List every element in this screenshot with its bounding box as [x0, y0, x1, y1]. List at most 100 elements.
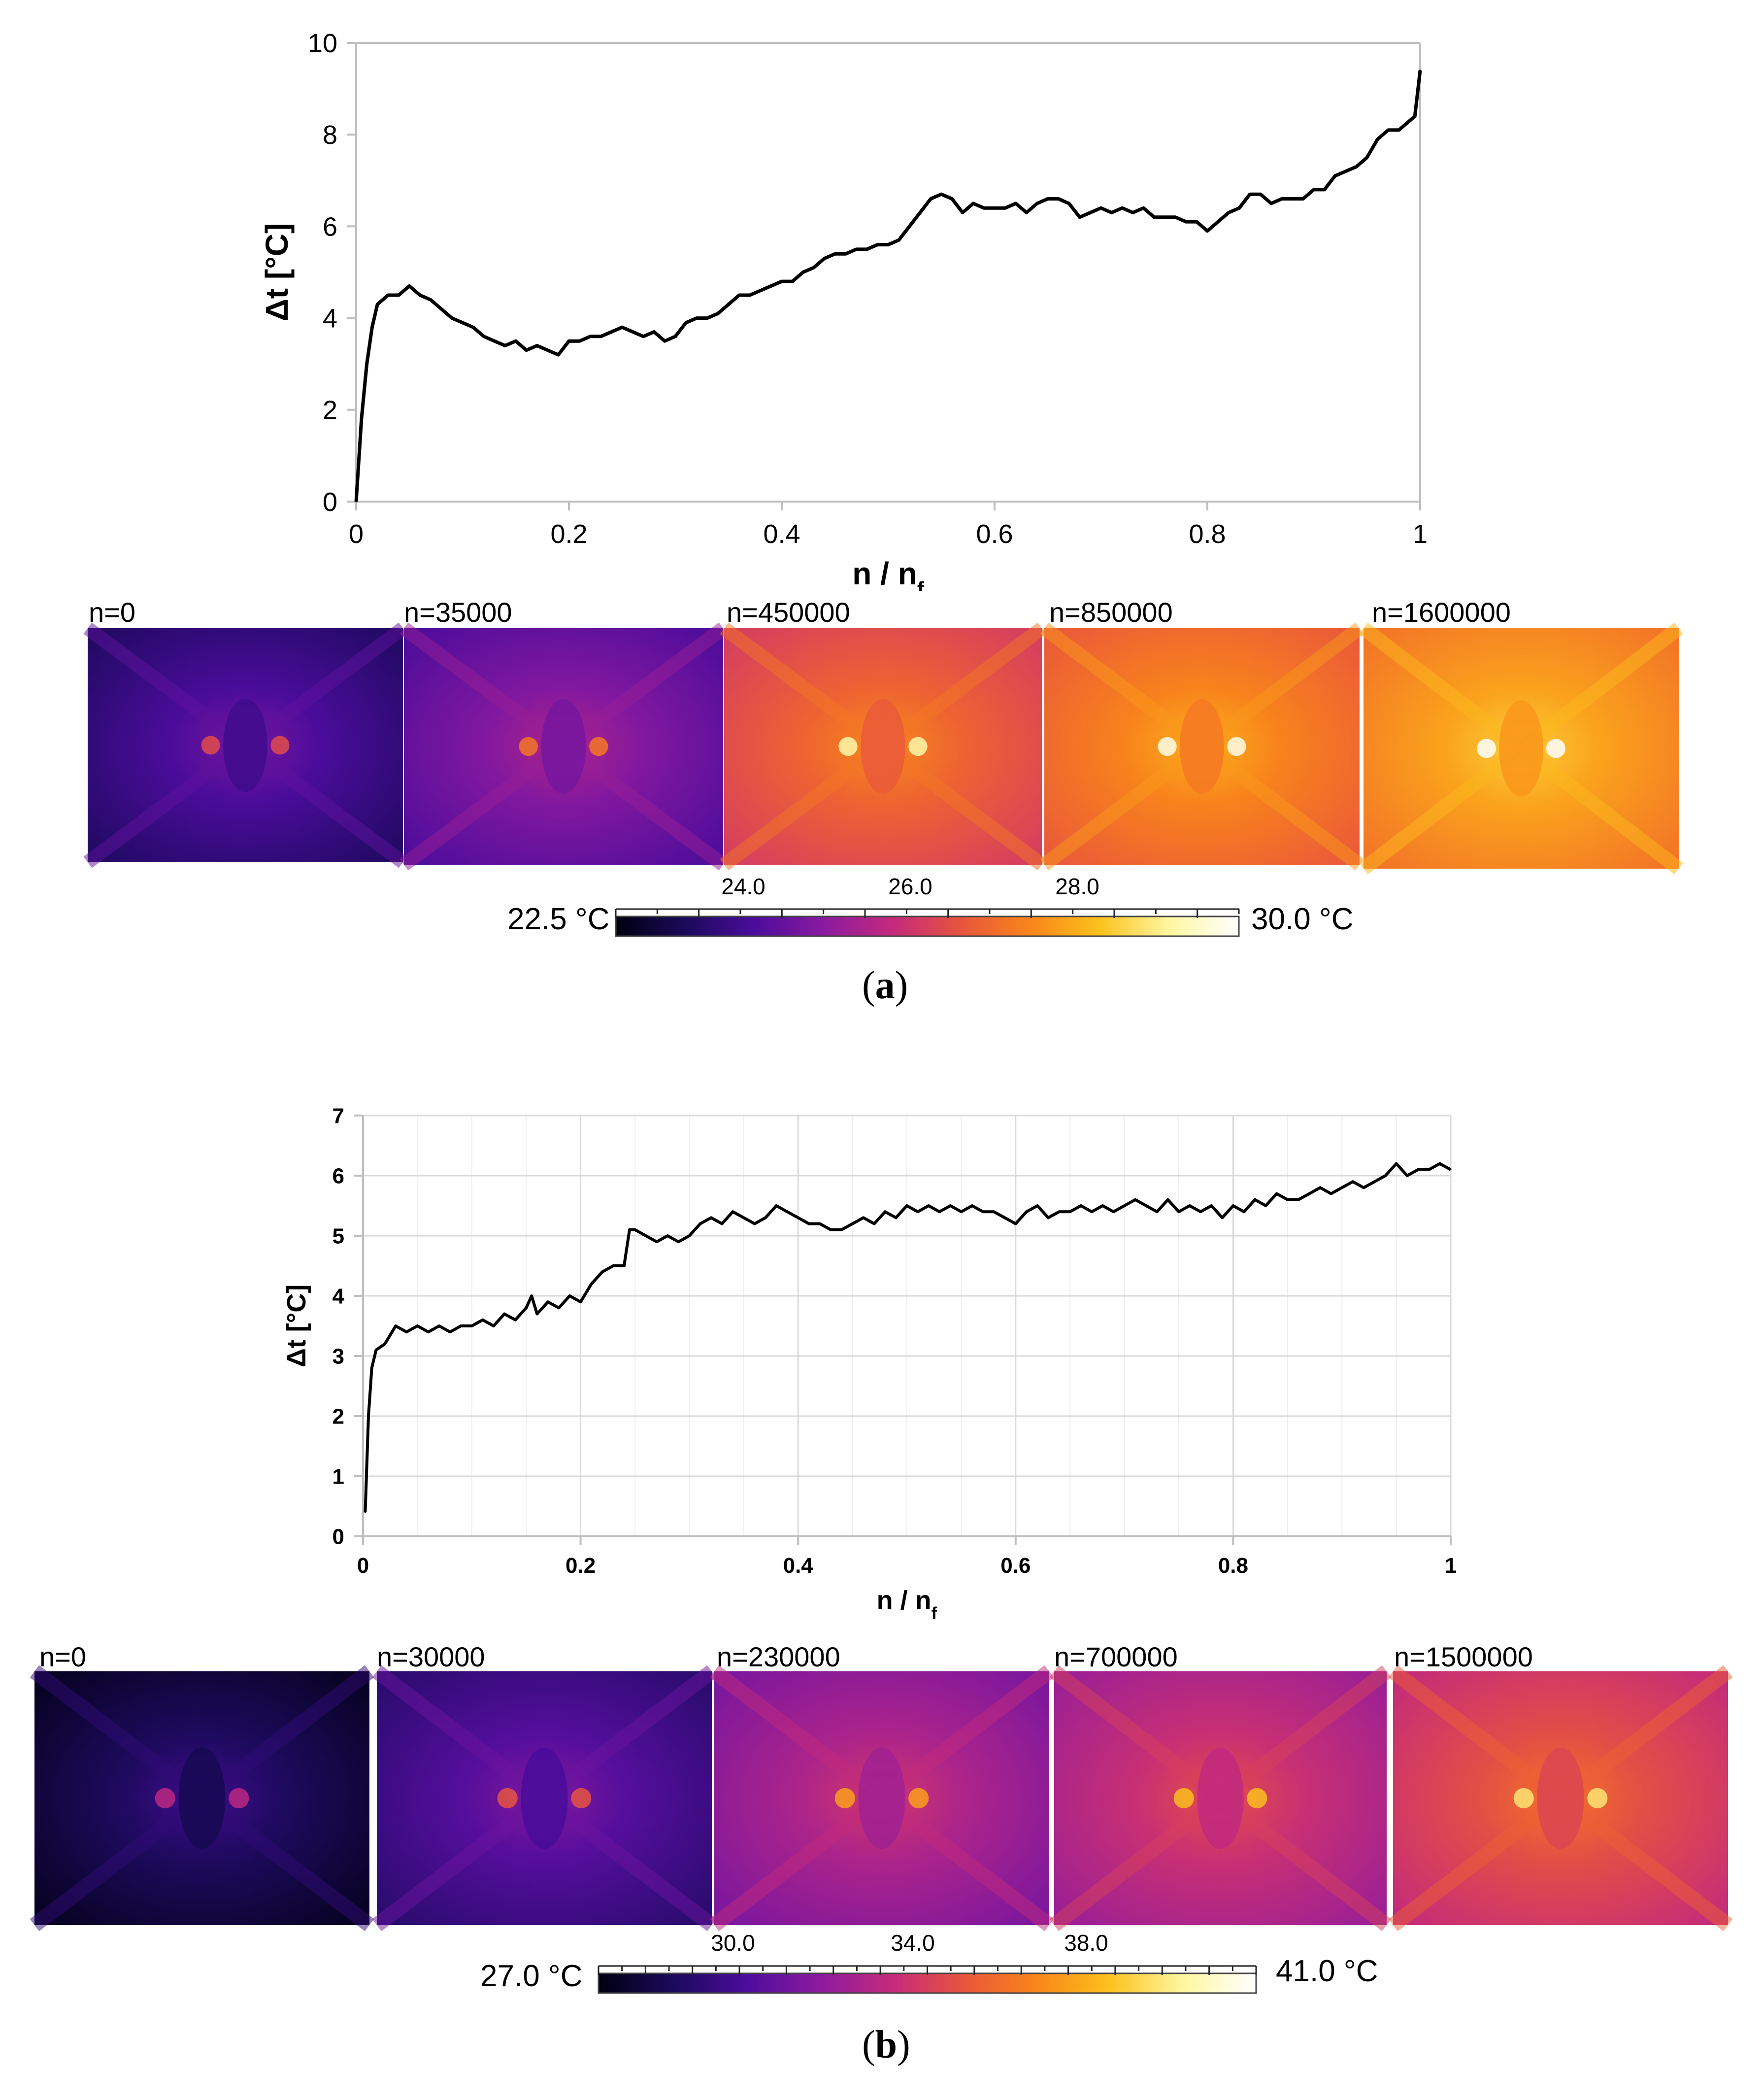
thermal-frame — [1364, 628, 1679, 869]
x-axis-label: n / nf — [877, 1586, 937, 1623]
series-line-b — [364, 1162, 1452, 1513]
data-point — [710, 1217, 712, 1219]
hot-spot — [838, 737, 858, 756]
data-point — [1142, 207, 1144, 209]
colorbar-a-tick-2: 26.0 — [888, 874, 932, 899]
data-point — [696, 317, 698, 319]
frame-label-a4: n=850000 — [1049, 597, 1173, 628]
data-point — [930, 198, 931, 200]
colorbar-b-tick-2: 34.0 — [891, 1930, 935, 1956]
data-point — [525, 1307, 527, 1309]
specimen-hole — [223, 698, 267, 792]
data-point — [834, 253, 836, 255]
specimen-hole — [1180, 699, 1224, 794]
data-point — [1199, 1211, 1201, 1213]
data-point — [721, 1223, 723, 1225]
y-tick-label: 2 — [333, 1404, 344, 1428]
data-point — [1015, 1223, 1017, 1225]
data-point — [749, 294, 751, 296]
data-point — [1185, 221, 1187, 223]
data-point — [1196, 221, 1198, 223]
data-point — [1238, 207, 1240, 209]
data-point — [1026, 212, 1028, 213]
plot-a: 0 2 4 6 8 10 0 0.2 0.4 0.6 0.8 1 n / nf Δt [°C] — [259, 29, 1428, 591]
heat-band — [1049, 1665, 1392, 1931]
heat-band — [1388, 1665, 1733, 1931]
data-point — [808, 1223, 810, 1225]
y-tick-label: 4 — [323, 304, 337, 334]
data-point — [376, 304, 378, 305]
heat-band — [30, 1665, 374, 1931]
data-point — [1363, 1186, 1364, 1188]
hot-spot — [1546, 739, 1565, 758]
data-point — [634, 1229, 636, 1231]
data-point — [982, 1211, 984, 1213]
thermal-frame — [377, 1671, 712, 1925]
x-tick-label: 0 — [349, 519, 364, 549]
thermal-frame — [1054, 1671, 1387, 1925]
data-point — [1387, 129, 1389, 131]
data-point — [536, 1313, 538, 1315]
data-point — [591, 1283, 593, 1285]
x-tick-label: 0.6 — [1000, 1554, 1031, 1578]
data-point — [1287, 1199, 1289, 1201]
data-point — [1373, 1181, 1375, 1183]
data-point — [887, 244, 889, 246]
y-tick-label: 3 — [333, 1344, 344, 1368]
data-point — [482, 1319, 484, 1321]
data-point — [1243, 1211, 1245, 1213]
specimen-hole — [1197, 1747, 1244, 1849]
data-point — [666, 1235, 668, 1237]
hot-spot — [1173, 1788, 1194, 1809]
data-point — [1398, 129, 1400, 131]
y-tick-label: 5 — [333, 1224, 344, 1248]
heat-band — [709, 1665, 1054, 1931]
data-point — [728, 304, 730, 305]
data-point — [1352, 1181, 1354, 1183]
data-point — [367, 1415, 369, 1417]
data-point — [387, 294, 389, 296]
data-point — [664, 340, 665, 342]
heat-band — [1040, 622, 1364, 871]
data-point — [375, 1349, 377, 1351]
data-point — [895, 1217, 897, 1219]
data-point — [1178, 1211, 1180, 1213]
data-point — [1265, 1205, 1267, 1207]
x-tick-label: 0 — [357, 1554, 369, 1578]
data-point — [797, 1217, 799, 1219]
data-point — [531, 1295, 532, 1297]
thermal-frame — [404, 628, 723, 865]
hot-spot — [1247, 1788, 1267, 1809]
y-axis-label: Δt [°C] — [259, 223, 295, 322]
data-point — [656, 1241, 658, 1243]
data-point — [699, 1223, 701, 1225]
heat-band — [720, 622, 1046, 871]
data-point — [371, 326, 373, 328]
data-point — [1221, 1217, 1223, 1219]
data-point — [460, 1325, 462, 1327]
hot-spot — [1513, 1788, 1534, 1809]
data-point — [1134, 1199, 1136, 1201]
data-point — [1385, 1175, 1386, 1177]
data-point — [770, 285, 772, 287]
data-point — [547, 1301, 549, 1303]
data-point — [775, 1205, 777, 1207]
data-point — [398, 294, 399, 296]
data-point — [1189, 1205, 1191, 1207]
data-point — [898, 239, 900, 241]
specimen-hole — [858, 1747, 905, 1849]
data-point — [786, 1211, 788, 1213]
frame-label-a1: n=0 — [89, 597, 135, 628]
y-tick-label: 8 — [323, 120, 337, 150]
data-point — [1153, 216, 1155, 218]
data-point — [1113, 1211, 1114, 1213]
data-point — [1036, 203, 1038, 204]
heat-band — [720, 622, 1046, 871]
hot-spot — [908, 737, 928, 756]
data-point — [819, 1223, 821, 1225]
data-point — [1101, 1205, 1103, 1207]
data-point — [355, 501, 357, 503]
data-point — [792, 280, 794, 282]
data-point — [1345, 170, 1347, 172]
data-point — [938, 1211, 940, 1213]
